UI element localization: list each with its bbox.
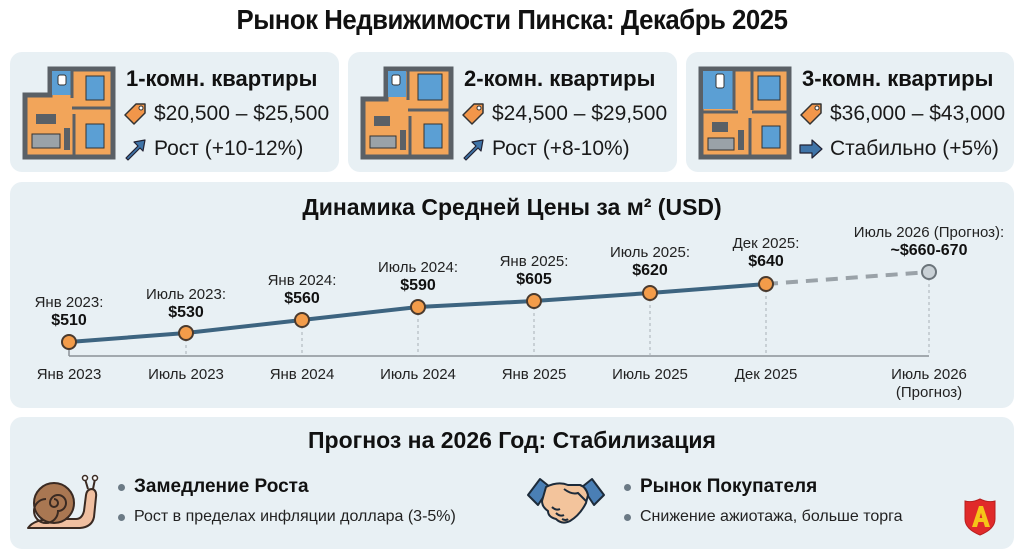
floor-plan-3room-icon	[698, 66, 792, 160]
forecast-line	[765, 270, 930, 286]
forecast-title: Прогноз на 2026 Год: Стабилизация	[308, 427, 716, 453]
x-tick-label: Янв 2024	[269, 366, 335, 383]
chart-title: Динамика Средней Цены за м² (USD)	[302, 194, 722, 220]
x-tick-label: Июль 2024	[380, 366, 456, 383]
arrow-up-right-icon	[463, 139, 484, 161]
forecast-heading: Замедление Роста	[116, 473, 456, 501]
forecast-marker	[921, 264, 937, 280]
floor-plan-1room-icon	[22, 66, 116, 160]
price-range: $36,000 – $43,000	[830, 102, 1006, 125]
price-chart-card: Динамика Средней Цены за м² (USD)	[10, 182, 1014, 408]
price-range: $24,500 – $29,500	[492, 102, 668, 125]
handshake-icon	[527, 478, 605, 524]
x-tick-label: Июль 2023	[148, 366, 224, 383]
brand-shield-logo-icon	[964, 498, 996, 536]
forecast-detail: Рост в пределах инфляции доллара (3-5%)	[116, 505, 456, 529]
point-label: Июль 2025: $620	[610, 244, 690, 279]
point-label: Дек 2025: $640	[732, 235, 800, 270]
arrow-up-right-icon	[125, 139, 146, 161]
point-label: Июль 2023: $530	[146, 286, 226, 321]
snail-icon	[27, 474, 99, 529]
forecast-bullets: Замедление Роста Рост в пределах инфляци…	[116, 473, 456, 529]
data-markers	[61, 276, 774, 350]
price-tag-icon	[124, 103, 146, 125]
apartment-title: 1-комн. квартиры	[126, 66, 318, 91]
point-label: Янв 2023: $510	[34, 294, 104, 329]
forecast-card: Прогноз на 2026 Год: Стабилизация Замедл…	[10, 417, 1014, 549]
x-tick-label-forecast: Июль 2026 (Прогноз)	[891, 366, 967, 401]
x-tick-label: Янв 2023	[36, 366, 102, 383]
floor-plan-2room-icon	[360, 66, 454, 160]
forecast-heading: Рынок Покупателя	[622, 473, 903, 501]
apartment-card-2room: 2-комн. квартиры $24,500 – $29,500 Рост …	[348, 52, 677, 172]
x-tick-label: Дек 2025	[734, 366, 798, 383]
apartment-card-1room: 1-комн. квартиры $20,500 – $25,500 Рост …	[10, 52, 339, 172]
price-tag-icon	[462, 103, 484, 125]
trend-row: Рост (+8-10%)	[460, 137, 630, 161]
arrow-right-icon	[799, 139, 823, 159]
trend-row: Стабильно (+5%)	[798, 137, 999, 161]
price-tag-icon	[800, 103, 822, 125]
x-tick-label: Янв 2025	[501, 366, 567, 383]
apartment-title: 2-комн. квартиры	[464, 66, 656, 91]
price-range: $20,500 – $25,500	[154, 102, 330, 125]
trend-text: Стабильно (+5%)	[830, 137, 999, 160]
point-label: Янв 2025: $605	[499, 253, 569, 288]
page-title: Рынок Недвижимости Пинска: Декабрь 2025	[236, 4, 788, 35]
price-row: $36,000 – $43,000	[798, 102, 1005, 126]
trend-row: Рост (+10-12%)	[122, 137, 303, 161]
point-label-forecast: Июль 2026 (Прогноз): ~$660-670	[853, 224, 1005, 259]
price-row: $20,500 – $25,500	[122, 102, 329, 126]
price-row: $24,500 – $29,500	[460, 102, 667, 126]
x-tick-label: Июль 2025	[612, 366, 688, 383]
trend-text: Рост (+10-12%)	[154, 137, 304, 160]
trend-text: Рост (+8-10%)	[492, 137, 630, 160]
line-chart	[61, 264, 937, 357]
apartment-card-3room: 3-комн. квартиры $36,000 – $43,000 Стаби…	[686, 52, 1014, 172]
apartment-title: 3-комн. квартиры	[802, 66, 994, 91]
forecast-detail: Снижение ажиотажа, больше торга	[622, 505, 903, 529]
point-label: Июль 2024: $590	[378, 259, 458, 294]
forecast-bullets: Рынок Покупателя Снижение ажиотажа, боль…	[622, 473, 903, 529]
point-label: Янв 2024: $560	[267, 272, 337, 307]
